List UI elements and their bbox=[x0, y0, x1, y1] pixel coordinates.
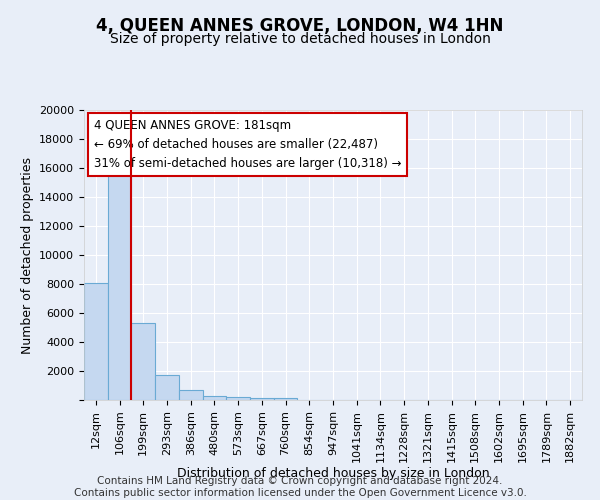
Bar bbox=[155, 374, 179, 400]
Text: Size of property relative to detached houses in London: Size of property relative to detached ho… bbox=[110, 32, 490, 46]
Bar bbox=[250, 398, 274, 400]
Bar bbox=[226, 397, 250, 400]
Bar bbox=[84, 282, 108, 400]
Text: 4, QUEEN ANNES GROVE, LONDON, W4 1HN: 4, QUEEN ANNES GROVE, LONDON, W4 1HN bbox=[97, 18, 503, 36]
X-axis label: Distribution of detached houses by size in London: Distribution of detached houses by size … bbox=[176, 468, 490, 480]
Text: 4 QUEEN ANNES GROVE: 181sqm
← 69% of detached houses are smaller (22,487)
31% of: 4 QUEEN ANNES GROVE: 181sqm ← 69% of det… bbox=[94, 118, 401, 170]
Text: Contains HM Land Registry data © Crown copyright and database right 2024.
Contai: Contains HM Land Registry data © Crown c… bbox=[74, 476, 526, 498]
Bar bbox=[274, 398, 298, 400]
Bar bbox=[179, 390, 203, 400]
Bar bbox=[131, 323, 155, 400]
Bar bbox=[108, 161, 131, 400]
Bar bbox=[203, 396, 226, 400]
Y-axis label: Number of detached properties: Number of detached properties bbox=[20, 156, 34, 354]
